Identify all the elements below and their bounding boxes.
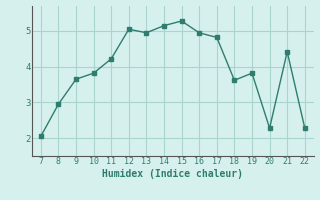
X-axis label: Humidex (Indice chaleur): Humidex (Indice chaleur) — [102, 169, 243, 179]
